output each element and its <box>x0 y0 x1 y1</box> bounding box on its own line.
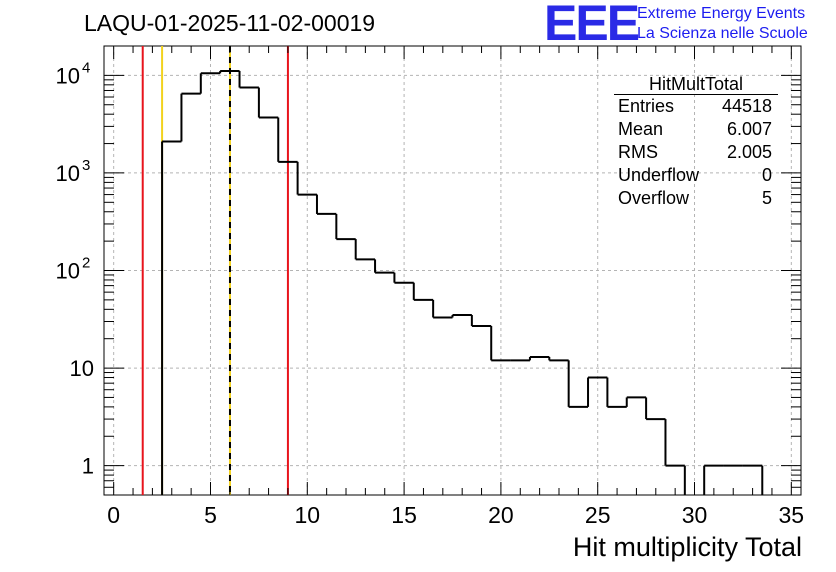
x-tick-label: 35 <box>779 502 805 528</box>
stats-row: RMS 2.005 <box>614 141 778 164</box>
stats-value: 44518 <box>721 96 772 116</box>
stats-row: Underflow 0 <box>614 164 778 187</box>
stats-value: 6.007 <box>726 119 772 139</box>
stats-label: RMS <box>618 142 658 162</box>
x-tick-label: 5 <box>204 502 217 528</box>
stats-row: Entries 44518 <box>614 95 778 118</box>
stats-label: Entries <box>618 96 675 116</box>
logo-text-line1: Extreme Energy Events <box>637 5 806 22</box>
logo-text-line2: La Scienza nelle Scuole <box>637 25 808 42</box>
x-tick-label: 10 <box>294 502 320 528</box>
stats-value: 5 <box>761 188 772 208</box>
y-tick-exponent: 3 <box>82 157 90 174</box>
y-tick-label: 1 <box>82 454 94 479</box>
stats-box: HitMultTotal Entries 44518 Mean 6.007 RM… <box>614 74 778 210</box>
y-tick-exponent: 4 <box>82 59 90 76</box>
stats-box-title: HitMultTotal <box>614 74 778 95</box>
y-tick-label: 10 <box>70 356 94 381</box>
y-tick-exponent: 2 <box>82 255 90 272</box>
stats-value: 2.005 <box>726 142 772 162</box>
stats-label: Overflow <box>618 188 690 208</box>
grid-lines <box>104 46 801 495</box>
stats-row: Mean 6.007 <box>614 118 778 141</box>
stats-value: 0 <box>761 165 772 185</box>
y-tick-label: 10 <box>56 63 80 88</box>
histogram-series <box>161 69 764 495</box>
stats-label: Mean <box>618 119 664 139</box>
x-axis-label: Hit multiplicity Total <box>572 532 802 562</box>
stats-label: Underflow <box>618 165 700 185</box>
x-tick-label: 15 <box>391 502 417 528</box>
stats-row: Overflow 5 <box>614 187 778 210</box>
y-tick-label: 10 <box>56 161 80 186</box>
x-tick-label: 30 <box>682 502 708 528</box>
x-tick-label: 0 <box>107 502 120 528</box>
y-tick-label: 10 <box>56 259 80 284</box>
x-tick-label: 25 <box>585 502 611 528</box>
x-tick-label: 20 <box>488 502 514 528</box>
eee-logo: EEE <box>544 0 640 51</box>
chart-title: LAQU-01-2025-11-02-00019 <box>84 10 376 36</box>
